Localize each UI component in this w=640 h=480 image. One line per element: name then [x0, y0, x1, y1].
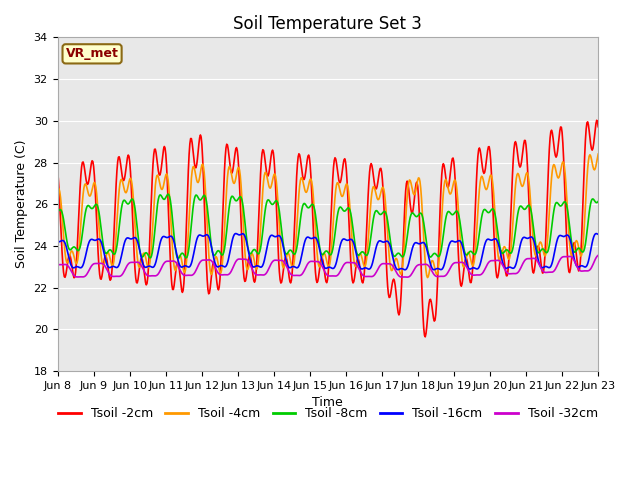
Tsoil -32cm — [119, 271, 127, 276]
Tsoil -2cm — [174, 259, 182, 265]
Tsoil -32cm — [394, 271, 401, 277]
Tsoil -4cm — [394, 258, 401, 264]
Tsoil -8cm — [63, 240, 71, 246]
Tsoil -32cm — [410, 267, 418, 273]
Tsoil -32cm — [174, 263, 182, 268]
Tsoil -8cm — [595, 199, 602, 204]
Legend: Tsoil -2cm, Tsoil -4cm, Tsoil -8cm, Tsoil -16cm, Tsoil -32cm: Tsoil -2cm, Tsoil -4cm, Tsoil -8cm, Tsoi… — [53, 402, 603, 425]
Tsoil -4cm — [203, 206, 211, 212]
Tsoil -16cm — [232, 231, 239, 237]
Y-axis label: Soil Temperature (C): Soil Temperature (C) — [15, 140, 28, 268]
Tsoil -2cm — [593, 118, 600, 123]
Tsoil -32cm — [403, 274, 411, 280]
Line: Tsoil -2cm: Tsoil -2cm — [58, 120, 598, 337]
Line: Tsoil -32cm: Tsoil -32cm — [58, 255, 598, 277]
Text: VR_met: VR_met — [66, 48, 118, 60]
Tsoil -8cm — [204, 210, 212, 216]
Tsoil -16cm — [119, 246, 127, 252]
Tsoil -8cm — [411, 212, 419, 218]
Tsoil -16cm — [401, 267, 409, 273]
Tsoil -4cm — [424, 275, 431, 280]
Tsoil -2cm — [595, 124, 602, 130]
Line: Tsoil -8cm: Tsoil -8cm — [58, 194, 598, 258]
Tsoil -2cm — [63, 262, 71, 268]
Tsoil -8cm — [164, 191, 172, 197]
Tsoil -8cm — [54, 209, 61, 215]
Tsoil -8cm — [395, 251, 403, 256]
Tsoil -32cm — [203, 257, 211, 263]
Tsoil -4cm — [410, 191, 417, 196]
Tsoil -32cm — [54, 262, 61, 268]
Tsoil -8cm — [174, 255, 182, 261]
X-axis label: Time: Time — [312, 396, 343, 409]
Tsoil -16cm — [203, 232, 211, 238]
Tsoil -4cm — [595, 151, 602, 157]
Tsoil -16cm — [63, 248, 71, 254]
Tsoil -2cm — [421, 334, 429, 340]
Tsoil -4cm — [63, 260, 71, 266]
Tsoil -16cm — [54, 239, 61, 244]
Line: Tsoil -4cm: Tsoil -4cm — [58, 154, 598, 277]
Tsoil -2cm — [410, 206, 417, 212]
Tsoil -4cm — [174, 259, 182, 264]
Tsoil -16cm — [394, 267, 402, 273]
Title: Soil Temperature Set 3: Soil Temperature Set 3 — [234, 15, 422, 33]
Tsoil -2cm — [394, 304, 401, 310]
Tsoil -2cm — [203, 261, 211, 267]
Tsoil -16cm — [411, 240, 419, 246]
Tsoil -2cm — [54, 167, 61, 173]
Line: Tsoil -16cm: Tsoil -16cm — [58, 234, 598, 270]
Tsoil -16cm — [595, 231, 602, 237]
Tsoil -2cm — [119, 177, 127, 182]
Tsoil -8cm — [119, 199, 127, 204]
Tsoil -8cm — [175, 254, 183, 260]
Tsoil -4cm — [54, 186, 61, 192]
Tsoil -32cm — [63, 263, 71, 268]
Tsoil -16cm — [174, 256, 182, 262]
Tsoil -4cm — [119, 180, 127, 186]
Tsoil -32cm — [595, 252, 602, 258]
